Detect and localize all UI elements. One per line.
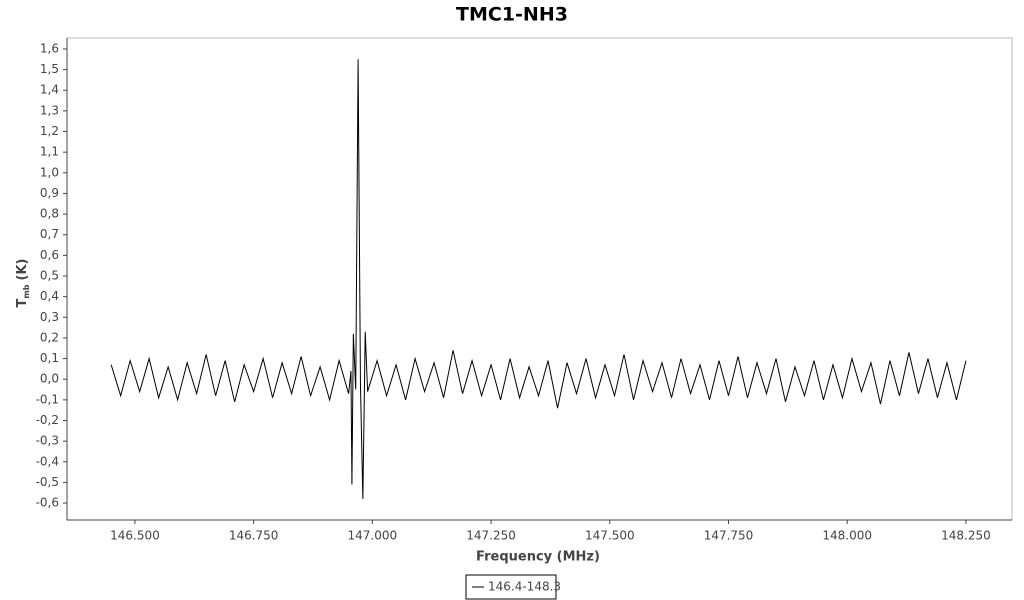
- legend-label: 146.4-148.3: [488, 580, 561, 594]
- y-tick-label: -0,3: [36, 434, 59, 448]
- y-tick-label: 0,2: [40, 330, 59, 344]
- y-tick-label: 1,4: [40, 83, 59, 97]
- chart-title: TMC1-NH3: [456, 4, 568, 26]
- x-tick-label: 147.500: [585, 529, 635, 543]
- y-tick-label: 0,4: [40, 289, 59, 303]
- y-tick-label: 1,3: [40, 103, 59, 117]
- spectrum-line: [110, 59, 967, 499]
- y-tick-label: 0,8: [40, 207, 59, 221]
- x-tick-label: 146.500: [110, 529, 160, 543]
- y-tick-label: -0,5: [36, 475, 59, 489]
- x-tick-label: 148.250: [941, 529, 991, 543]
- x-tick-label: 146.750: [229, 529, 279, 543]
- y-axis-title-main: T: [15, 298, 30, 307]
- y-tick-label: 0,1: [40, 351, 59, 365]
- y-tick-label: 1,0: [40, 165, 59, 179]
- y-tick-label: -0,2: [36, 413, 59, 427]
- x-tick-label: 148.000: [822, 529, 872, 543]
- plot-frame: [66, 37, 1013, 521]
- y-tick-label: 1,5: [40, 62, 59, 76]
- y-tick-label: 0,0: [40, 372, 59, 386]
- y-tick-label: 0,6: [40, 248, 59, 262]
- y-tick-label: 0,9: [40, 186, 59, 200]
- y-tick-label: 1,6: [40, 41, 59, 55]
- y-tick-label: 1,2: [40, 124, 59, 138]
- x-tick-label: 147.250: [466, 529, 516, 543]
- x-axis-title: Frequency (MHz): [476, 550, 600, 565]
- x-tick-label: 147.750: [704, 529, 754, 543]
- y-tick-label: -0,1: [36, 392, 59, 406]
- y-tick-label: 0,5: [40, 269, 59, 283]
- y-tick-label: 0,3: [40, 310, 59, 324]
- y-tick-label: 0,7: [40, 227, 59, 241]
- y-tick-label: 1,1: [40, 145, 59, 159]
- y-axis-title-unit: (K): [15, 259, 30, 281]
- x-tick-label: 147.000: [348, 529, 398, 543]
- y-tick-label: -0,6: [36, 496, 59, 510]
- y-tick-label: -0,4: [36, 454, 59, 468]
- y-axis-title-sub: mb: [22, 284, 31, 298]
- legend: 146.4-148.3: [465, 574, 561, 600]
- y-axis-title: Tmb (K): [15, 259, 31, 308]
